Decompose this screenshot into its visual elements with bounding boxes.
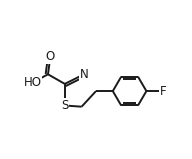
Text: S: S	[61, 99, 69, 112]
Text: N: N	[80, 68, 88, 81]
Text: O: O	[46, 50, 55, 63]
Text: HO: HO	[23, 76, 41, 89]
Text: F: F	[160, 85, 166, 98]
